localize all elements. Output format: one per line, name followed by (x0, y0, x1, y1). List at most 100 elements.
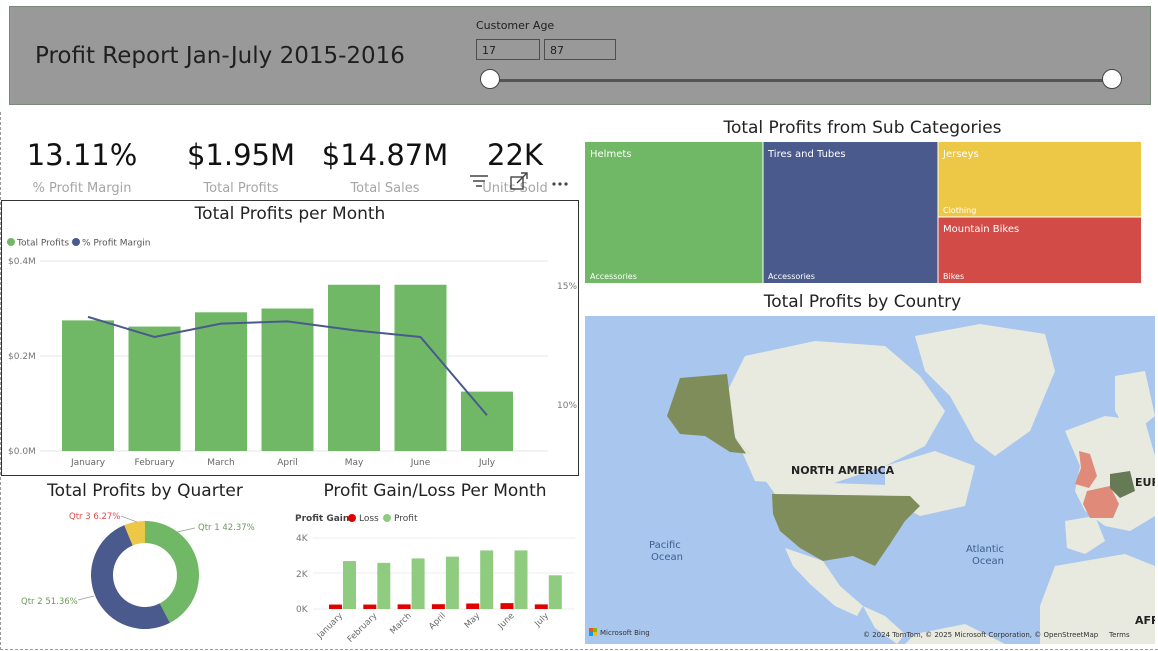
map-canvas: NORTH AMERICA Pacific Ocean Atlantic Oce… (589, 324, 1155, 644)
profit-bar-may[interactable] (480, 550, 494, 609)
age-slider-track[interactable] (490, 79, 1112, 82)
treemap-tile-tires-and-tubes[interactable]: Tires and Tubes Accessories (763, 142, 938, 283)
kpi-profit-margin-label: % Profit Margin (32, 181, 132, 196)
profit-bar-june[interactable] (514, 550, 528, 609)
land-canada-south (735, 438, 915, 496)
tile-mountain-bikes-label: Mountain Bikes (943, 224, 1019, 235)
tile-helmets-group: Accessories (590, 272, 637, 281)
x-tick-july: July (478, 458, 496, 468)
loss-bar-february[interactable] (363, 604, 377, 609)
kpi-total-profits-label: Total Profits (203, 181, 279, 196)
label-north-america: NORTH AMERICA (791, 464, 895, 477)
legend-profit[interactable]: Profit (383, 514, 418, 524)
sub-categories-title: Total Profits from Sub Categories (723, 118, 1002, 138)
loss-bar-april[interactable] (431, 604, 445, 609)
age-slider-max-handle[interactable] (1102, 69, 1122, 89)
y-tick-2: $0.0M (8, 447, 36, 457)
gain-loss-title: Profit Gain/Loss Per Month (323, 481, 547, 501)
focus-mode-icon[interactable] (510, 172, 528, 190)
label-europe: EUR (1135, 476, 1155, 489)
donut-label-qtr-1: Qtr 1 42.37% (198, 523, 255, 533)
x-tick-january: January (70, 458, 106, 468)
legend-total-profits[interactable]: Total Profits (7, 238, 69, 249)
land-alaska (667, 374, 750, 454)
age-max-input[interactable]: 87 (544, 39, 616, 60)
profit-bar-february[interactable] (377, 562, 391, 609)
profits-by-quarter-title: Total Profits by Quarter (47, 481, 243, 501)
gain-loss-legend-title: Profit Gain (295, 514, 349, 524)
age-slider-min-handle[interactable] (480, 69, 500, 89)
loss-bar-march[interactable] (397, 604, 411, 609)
loss-bar-june[interactable] (500, 603, 514, 609)
page-border-left (0, 112, 1, 650)
tile-tires-label: Tires and Tubes (767, 149, 846, 160)
gl-y-tick-1: 2K (296, 570, 309, 580)
label-pacific-ocean: Ocean (651, 552, 683, 563)
donut-label-qtr-2: Qtr 2 51.36% (21, 597, 78, 607)
tile-helmets-label: Helmets (590, 149, 631, 160)
y-tick-1: $0.2M (8, 352, 36, 362)
donut-slice-qtr-1[interactable] (145, 521, 199, 623)
profits-per-month-visual[interactable] (1, 200, 579, 476)
loss-bar-january[interactable] (329, 604, 342, 609)
land-canada-north (725, 341, 945, 486)
treemap-tile-jerseys[interactable]: Jerseys Clothing (938, 142, 1141, 217)
y2-tick-0: 15% (557, 282, 577, 292)
legend-profit-label: Profit (394, 514, 418, 524)
map-terms-link[interactable]: Terms (1108, 631, 1130, 639)
bar-june[interactable] (394, 284, 447, 451)
age-min-input[interactable]: 17 (476, 39, 540, 60)
legend-profit-margin-label: % Profit Margin (82, 239, 151, 249)
loss-bar-may[interactable] (466, 603, 480, 609)
bing-logo: Microsoft Bing (589, 628, 650, 637)
land-uk (1075, 451, 1097, 488)
donut-slice-qtr-2[interactable] (90, 525, 170, 630)
kpi-total-sales-label: Total Sales (350, 181, 420, 196)
treemap-tile-mountain-bikes[interactable]: Mountain Bikes Bikes (938, 217, 1141, 283)
bing-label: Microsoft Bing (600, 629, 650, 637)
legend-loss-label: Loss (359, 514, 379, 524)
x-tick-february: February (135, 458, 176, 468)
x-tick-may: May (345, 458, 364, 468)
land-south-america-top (905, 624, 1005, 644)
x-tick-june: June (410, 458, 431, 468)
filter-icon[interactable] (470, 175, 488, 187)
bar-april[interactable] (261, 308, 314, 452)
land-africa (1040, 554, 1155, 644)
tile-mountain-bikes-group: Bikes (943, 272, 964, 281)
land-germany (1110, 471, 1135, 498)
treemap-tile-helmets[interactable]: Helmets Accessories (585, 142, 763, 283)
donut-leader-2 (77, 595, 95, 601)
page-border-bottom (0, 649, 1158, 650)
y-tick-0: $0.4M (8, 257, 36, 267)
bar-july[interactable] (461, 391, 513, 451)
profit-bar-march[interactable] (411, 558, 425, 609)
land-mexico (785, 548, 863, 616)
legend-profit-margin[interactable]: % Profit Margin (72, 238, 151, 249)
bar-january[interactable] (62, 320, 114, 451)
profits-by-country-map[interactable]: NORTH AMERICA Pacific Ocean Atlantic Oce… (585, 316, 1155, 644)
profit-bar-april[interactable] (445, 556, 459, 609)
report-title: Profit Report Jan-July 2015-2016 (35, 43, 405, 69)
profit-bar-july[interactable] (548, 575, 562, 609)
bar-may[interactable] (328, 284, 380, 451)
land-scandinavia (1115, 371, 1155, 436)
gl-y-tick-0: 4K (296, 534, 309, 544)
report-header: Profit Report Jan-July 2015-2016 Custome… (9, 6, 1151, 105)
label-africa: AFR (1135, 614, 1155, 627)
profit-margin-line (87, 315, 488, 416)
donut-label-qtr-3: Qtr 3 6.27% (69, 512, 120, 522)
kpi-profit-margin-value: 13.11% (26, 138, 138, 172)
tile-jerseys-group: Clothing (943, 206, 976, 215)
bar-march[interactable] (195, 312, 247, 451)
more-options-icon[interactable] (552, 182, 568, 186)
legend-loss[interactable]: Loss (348, 514, 379, 524)
profit-bar-january[interactable] (343, 561, 356, 609)
donut-slice-qtr-3[interactable] (124, 521, 145, 546)
label-atlantic-ocean: Ocean (972, 556, 1004, 567)
bar-february[interactable] (128, 326, 181, 451)
loss-bar-july[interactable] (534, 604, 548, 609)
